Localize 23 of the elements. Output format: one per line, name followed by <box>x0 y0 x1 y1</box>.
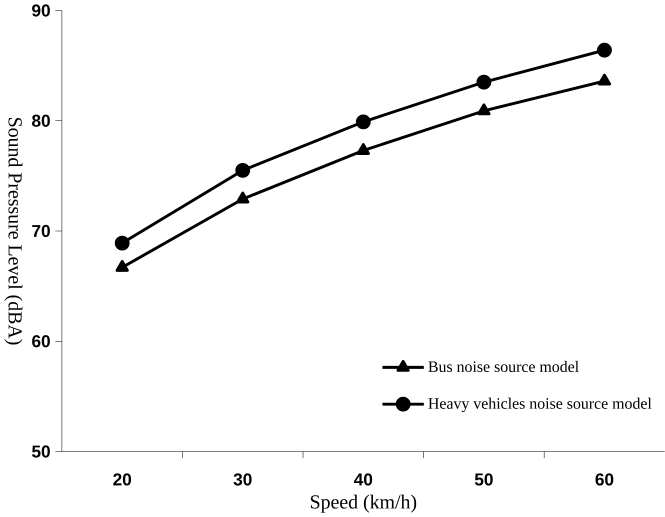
y-tick-label: 50 <box>32 445 50 458</box>
point <box>116 260 129 272</box>
y-tick-label: 90 <box>32 4 50 17</box>
x-tick-label: 20 <box>113 473 132 486</box>
point <box>236 192 250 204</box>
point <box>598 74 612 86</box>
x-tick-label: 30 <box>234 473 252 486</box>
point <box>356 143 370 155</box>
x-tick-label: 60 <box>596 473 614 486</box>
point <box>356 114 371 130</box>
legend-label: Bus noise source model <box>428 360 579 372</box>
x-axis-title: Speed (km/h) <box>310 494 416 513</box>
point <box>235 162 250 178</box>
legend-label: Heavy vehicles noise source model <box>428 398 652 412</box>
y-tick-label: 60 <box>32 335 50 348</box>
y-axis-title: Sound Pressure Level (dBA) <box>4 118 22 344</box>
point <box>476 74 492 90</box>
x-tick-label: 50 <box>474 473 493 486</box>
x-tick-label: 40 <box>354 473 372 486</box>
point <box>597 42 612 58</box>
y-tick-label: 70 <box>32 224 50 238</box>
y-tick-label: 80 <box>32 114 50 127</box>
point <box>477 103 490 116</box>
